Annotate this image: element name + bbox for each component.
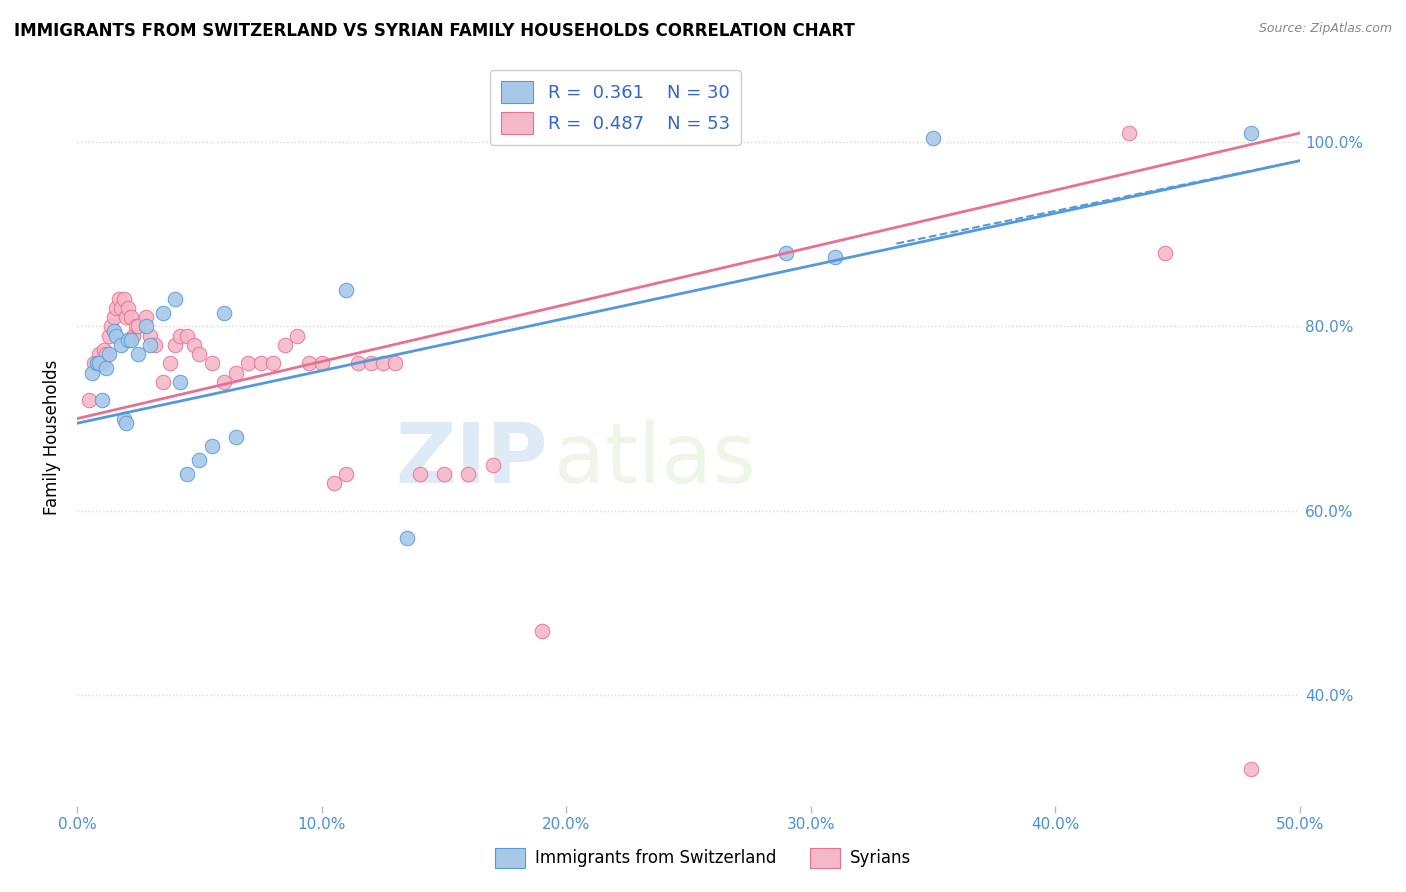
Point [110,301,132,315]
Point [90,393,112,408]
Point [183,338,205,352]
Point [103,324,125,338]
Point [117,334,139,348]
Text: atlas: atlas [554,418,756,500]
Point [274,338,297,352]
Point [457,467,479,481]
Text: IMMIGRANTS FROM SWITZERLAND VS SYRIAN FAMILY HOUSEHOLDS CORRELATION CHART: IMMIGRANTS FROM SWITZERLAND VS SYRIAN FA… [14,22,855,40]
Point [127,347,149,361]
Point [335,283,357,297]
Point [163,338,186,352]
Point [115,416,138,430]
Point [176,467,198,481]
Point [100,319,122,334]
Point [83,356,105,370]
Point [188,347,211,361]
Point [135,310,157,325]
Point [201,356,224,370]
Point [127,319,149,334]
Point [311,356,333,370]
Point [347,356,370,370]
Point [120,310,142,325]
Point [120,334,142,348]
Point [159,356,181,370]
Point [433,467,456,481]
Point [135,319,157,334]
Point [298,356,321,370]
Text: ZIP: ZIP [395,418,548,500]
Point [169,375,191,389]
Point [87,347,110,361]
Point [117,301,139,315]
Point [97,347,120,361]
Point [201,439,224,453]
Point [169,328,191,343]
Point [143,338,166,352]
Point [96,361,118,376]
Point [1154,245,1177,260]
Point [152,375,174,389]
Point [530,624,553,638]
Legend: Immigrants from Switzerland, Syrians: Immigrants from Switzerland, Syrians [488,841,918,875]
Point [105,328,128,343]
Point [335,467,357,481]
Point [105,301,128,315]
Point [96,347,118,361]
Point [775,245,797,260]
Point [824,251,846,265]
Point [115,310,138,325]
Point [125,319,148,334]
Text: Source: ZipAtlas.com: Source: ZipAtlas.com [1258,22,1392,36]
Legend: R =  0.361    N = 30, R =  0.487    N = 53: R = 0.361 N = 30, R = 0.487 N = 53 [489,70,741,145]
Point [225,366,247,380]
Point [1240,126,1263,140]
Point [103,310,125,325]
Point [188,453,211,467]
Point [139,338,162,352]
Point [285,328,308,343]
Point [112,411,135,425]
Point [107,292,129,306]
Point [97,328,120,343]
Point [238,356,260,370]
Point [176,328,198,343]
Point [122,328,145,343]
Point [322,476,344,491]
Point [87,356,110,370]
Point [922,130,945,145]
Point [360,356,382,370]
Point [262,356,284,370]
Point [384,356,406,370]
Point [1118,126,1140,140]
Y-axis label: Family Households: Family Households [44,359,60,515]
Point [396,532,419,546]
Point [86,356,108,370]
Point [80,366,103,380]
Point [139,328,162,343]
Point [110,338,132,352]
Point [212,306,235,320]
Point [112,292,135,306]
Point [79,393,101,408]
Point [408,467,430,481]
Point [249,356,271,370]
Point [371,356,394,370]
Point [90,356,112,370]
Point [482,458,505,472]
Point [225,430,247,444]
Point [163,292,186,306]
Point [152,306,174,320]
Point [1240,762,1263,776]
Point [93,343,115,357]
Point [212,375,235,389]
